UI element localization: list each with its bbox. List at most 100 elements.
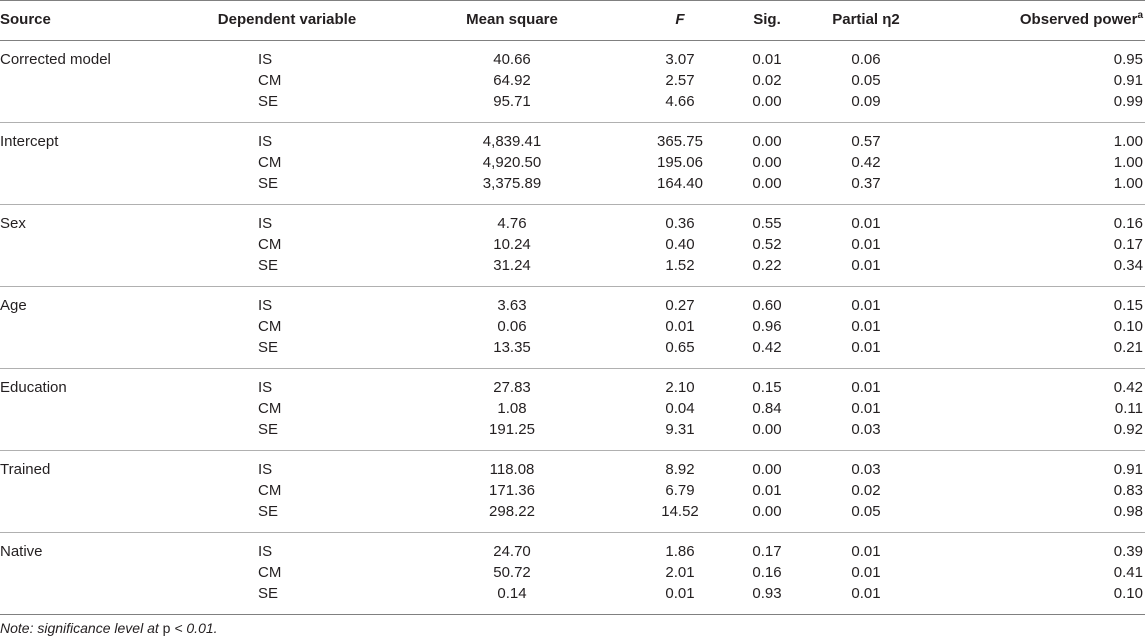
table-cell: 0.00 — [752, 133, 782, 150]
table-cell: 4.76 — [497, 215, 527, 232]
table-cell: 50.72 — [493, 564, 531, 581]
table-cell: 0.42 — [1113, 379, 1143, 396]
table-cell: 118.08 — [489, 461, 535, 478]
table-cell: 0.10 — [1113, 318, 1143, 335]
table-cell: 4.66 — [665, 93, 695, 110]
group-rule — [0, 286, 1145, 287]
table-cell: 0.36 — [665, 215, 695, 232]
table-cell: IS — [258, 51, 273, 68]
header-superscript: a — [1137, 10, 1143, 21]
table-cell: CM — [258, 564, 282, 581]
table-cell: CM — [258, 236, 282, 253]
table-cell: 0.42 — [851, 154, 881, 171]
header-rule — [0, 40, 1145, 41]
table-cell: 0.57 — [851, 133, 881, 150]
table-cell: 1.00 — [1113, 175, 1143, 192]
table-cell: 0.15 — [752, 379, 782, 396]
table-cell: 0.02 — [851, 482, 881, 499]
table-cell: 0.42 — [752, 339, 782, 356]
table-cell: IS — [258, 297, 273, 314]
table-note: Note: significance level at p < 0.01. — [0, 619, 218, 637]
table-cell: 0.01 — [752, 482, 782, 499]
table-cell: 40.66 — [493, 51, 531, 68]
table-cell: 0.10 — [1113, 585, 1143, 602]
table-cell: 0.06 — [497, 318, 527, 335]
table-cell: 0.60 — [752, 297, 782, 314]
source-label: Age — [0, 297, 27, 314]
column-header: Dependent variable — [217, 11, 357, 28]
table-cell: 0.52 — [752, 236, 782, 253]
table-cell: SE — [258, 503, 279, 520]
table-cell: 0.17 — [752, 543, 782, 560]
table-cell: 0.01 — [851, 215, 881, 232]
table-cell: 298.22 — [489, 503, 535, 520]
table-cell: 31.24 — [493, 257, 531, 274]
table-cell: 0.03 — [851, 421, 881, 438]
group-rule — [0, 204, 1145, 205]
table-cell: 0.01 — [851, 564, 881, 581]
table-cell: 0.92 — [1113, 421, 1143, 438]
table-cell: 14.52 — [661, 503, 699, 520]
group-rule — [0, 532, 1145, 533]
table-cell: 0.01 — [851, 585, 881, 602]
table-cell: 4,920.50 — [482, 154, 542, 171]
table-cell: 0.11 — [1114, 400, 1143, 417]
table-cell: 0.39 — [1113, 543, 1143, 560]
table-cell: 2.57 — [665, 72, 695, 89]
top-rule — [0, 0, 1145, 1]
table-cell: CM — [258, 318, 282, 335]
source-label: Intercept — [0, 133, 59, 150]
table-cell: 0.41 — [1113, 564, 1143, 581]
table-cell: 0.83 — [1113, 482, 1143, 499]
column-header: F — [675, 11, 685, 28]
note-suffix: < 0.01. — [170, 620, 218, 636]
table-cell: 0.21 — [1113, 339, 1143, 356]
table-cell: 1.00 — [1113, 133, 1143, 150]
table-cell: CM — [258, 400, 282, 417]
table-cell: 195.06 — [657, 154, 703, 171]
table-cell: 27.83 — [493, 379, 531, 396]
group-rule — [0, 368, 1145, 369]
table-cell: 0.55 — [752, 215, 782, 232]
table-cell: 0.03 — [851, 461, 881, 478]
table-cell: 0.95 — [1113, 51, 1143, 68]
table-cell: 191.25 — [489, 421, 535, 438]
table-cell: 0.96 — [752, 318, 782, 335]
table-cell: 0.01 — [665, 585, 695, 602]
table-cell: 0.01 — [851, 400, 881, 417]
table-cell: IS — [258, 215, 273, 232]
table-cell: 365.75 — [657, 133, 703, 150]
note-variable: p — [162, 620, 171, 636]
table-cell: IS — [258, 461, 273, 478]
table-cell: 2.10 — [665, 379, 695, 396]
table-cell: 10.24 — [493, 236, 531, 253]
table-cell: SE — [258, 257, 279, 274]
table-cell: 0.15 — [1113, 297, 1143, 314]
table-cell: 3.63 — [497, 297, 527, 314]
table-cell: 24.70 — [493, 543, 531, 560]
table-cell: 0.01 — [851, 339, 881, 356]
table-cell: 0.22 — [752, 257, 782, 274]
table-cell: IS — [258, 543, 273, 560]
table-cell: 0.00 — [752, 93, 782, 110]
table-cell: 0.16 — [1113, 215, 1143, 232]
table-cell: 0.37 — [851, 175, 881, 192]
table-cell: 4,839.41 — [482, 133, 542, 150]
table-cell: 0.98 — [1113, 503, 1143, 520]
table-cell: 0.14 — [497, 585, 527, 602]
table-cell: SE — [258, 175, 279, 192]
table-cell: 0.01 — [851, 257, 881, 274]
table-cell: 0.05 — [851, 72, 881, 89]
table-cell: SE — [258, 421, 279, 438]
table-cell: 0.00 — [752, 503, 782, 520]
table-cell: 0.84 — [752, 400, 782, 417]
source-label: Native — [0, 543, 43, 560]
table-cell: IS — [258, 379, 273, 396]
source-label: Corrected model — [0, 51, 111, 68]
table-cell: 0.00 — [752, 154, 782, 171]
table-cell: 1.52 — [665, 257, 695, 274]
table-cell: 0.27 — [665, 297, 695, 314]
table-cell: 0.93 — [752, 585, 782, 602]
table-cell: 0.91 — [1113, 72, 1143, 89]
